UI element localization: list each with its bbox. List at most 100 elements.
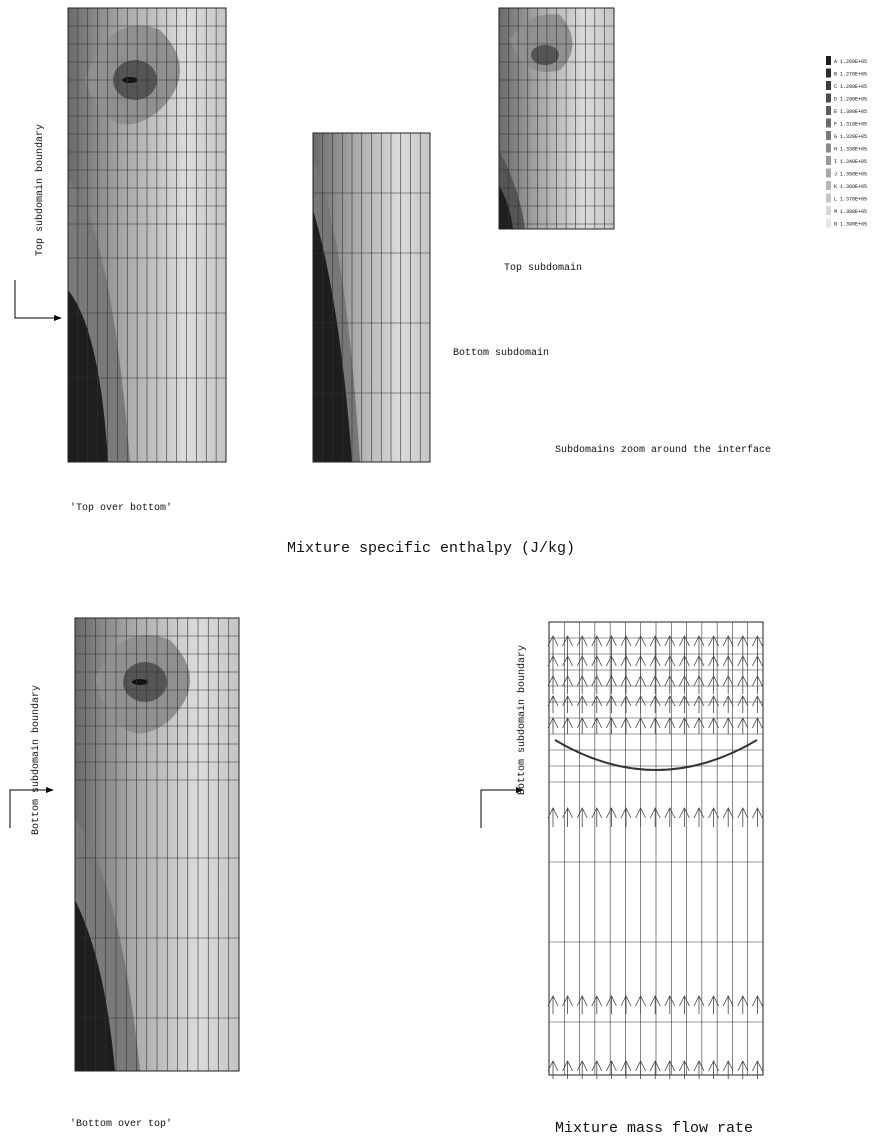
legend-label: 1.330E+05 bbox=[840, 147, 867, 153]
flow-arrow bbox=[606, 655, 617, 676]
legend-swatch bbox=[826, 181, 831, 190]
flow-arrow bbox=[591, 717, 603, 734]
legend-key: D bbox=[834, 97, 837, 103]
flow-arrow bbox=[722, 695, 734, 713]
legend-swatch bbox=[826, 93, 831, 103]
flow-arrow bbox=[635, 717, 646, 734]
flow-arrow bbox=[649, 1060, 661, 1079]
flow-arrow bbox=[547, 695, 559, 713]
flow-arrow bbox=[722, 655, 734, 676]
legend-key: G bbox=[834, 134, 837, 140]
flow-arrow bbox=[737, 995, 749, 1014]
flow-arrow bbox=[679, 717, 690, 734]
flow-arrow bbox=[547, 995, 559, 1014]
panel-label: Bottom subdomain bbox=[453, 347, 549, 359]
flow-arrow bbox=[679, 675, 690, 694]
flow-arrow bbox=[722, 1060, 734, 1079]
flow-arrow bbox=[737, 807, 749, 827]
flow-arrow bbox=[606, 995, 617, 1014]
flow-arrow bbox=[620, 675, 632, 694]
flow-arrow bbox=[649, 695, 661, 713]
flow-arrow bbox=[635, 807, 646, 827]
legend-label: 1.290E+05 bbox=[840, 97, 867, 103]
pointer-arrow bbox=[480, 789, 518, 828]
flow-arrow bbox=[722, 995, 734, 1014]
flow-arrow bbox=[722, 675, 734, 694]
flow-arrow bbox=[562, 1060, 573, 1079]
flow-arrow bbox=[606, 675, 617, 694]
flow-arrow bbox=[576, 675, 588, 694]
legend-label: 1.340E+05 bbox=[840, 159, 867, 165]
flow-arrow bbox=[606, 1060, 617, 1079]
flow-arrow bbox=[591, 1060, 603, 1079]
flow-arrow bbox=[576, 717, 588, 734]
flow-arrow bbox=[591, 675, 603, 694]
flow-arrow bbox=[635, 995, 646, 1014]
legend-label: 1.350E+05 bbox=[840, 172, 867, 178]
legend-swatch bbox=[826, 193, 831, 203]
grids bbox=[67, 7, 764, 1079]
flow-arrow bbox=[664, 717, 676, 734]
flow-arrow bbox=[752, 807, 763, 827]
legend-key: B bbox=[834, 72, 837, 78]
flow-arrow bbox=[562, 675, 573, 694]
flow-arrow bbox=[693, 695, 705, 713]
flow-arrow bbox=[679, 695, 690, 713]
legend-key: N bbox=[834, 222, 837, 228]
boundary-label: Top subdomain boundary bbox=[34, 124, 46, 256]
flow-arrow bbox=[635, 655, 646, 676]
flow-arrow bbox=[591, 655, 603, 676]
flow-arrow bbox=[620, 695, 632, 713]
legend-label: 1.300E+05 bbox=[840, 109, 867, 115]
legend-label: 1.380E+05 bbox=[840, 209, 867, 215]
flow-arrow bbox=[664, 655, 676, 676]
pointer-arrow bbox=[9, 789, 48, 828]
legend-swatch bbox=[826, 131, 831, 140]
boundary-label: Bottom subdomain boundary bbox=[516, 645, 528, 795]
legend-swatch bbox=[826, 81, 831, 90]
flow-arrow bbox=[606, 807, 617, 827]
panel-label: Top subdomain bbox=[504, 262, 582, 274]
flow-arrow bbox=[693, 1060, 705, 1079]
flow-arrow bbox=[737, 675, 749, 694]
flow-arrow bbox=[591, 807, 603, 827]
flow-arrow bbox=[693, 655, 705, 676]
flow-arrow bbox=[693, 995, 705, 1014]
flow-arrow bbox=[708, 995, 719, 1014]
flow-arrow bbox=[693, 807, 705, 827]
flow-arrow bbox=[649, 675, 661, 694]
flow-arrow bbox=[620, 717, 632, 734]
contour bbox=[531, 45, 559, 65]
flow-arrow bbox=[693, 675, 705, 694]
legend-key: M bbox=[834, 209, 837, 215]
flow-arrow bbox=[708, 807, 719, 827]
legend-key: I bbox=[834, 159, 837, 165]
flow-arrow bbox=[649, 995, 661, 1014]
legend-key: F bbox=[834, 122, 837, 128]
flow-arrow bbox=[679, 995, 690, 1014]
legend-swatch bbox=[826, 218, 831, 228]
flow-arrow bbox=[708, 695, 719, 713]
panel-label: 'Bottom over top' bbox=[70, 1118, 172, 1130]
flow-arrow bbox=[752, 1060, 763, 1079]
flow-arrow bbox=[752, 655, 763, 676]
flow-arrow bbox=[752, 717, 763, 734]
contour bbox=[499, 185, 513, 229]
flow-arrow bbox=[679, 1060, 690, 1079]
flow-arrow bbox=[576, 1060, 588, 1079]
legend-swatch bbox=[826, 168, 831, 178]
flow-arrow bbox=[693, 717, 705, 734]
flow-arrow bbox=[635, 1060, 646, 1079]
legend: A 1.260E+05 B 1.270E+05C 1.280E+05 D 1.290E+05… bbox=[826, 56, 867, 228]
arrowhead bbox=[54, 315, 62, 321]
flow-arrow bbox=[576, 807, 588, 827]
legend-label: 1.370E+05 bbox=[840, 197, 867, 203]
legend-key: H bbox=[834, 147, 837, 153]
legend-label: 1.260E+05 bbox=[840, 59, 867, 65]
legend-label: 1.390E+05 bbox=[840, 222, 867, 228]
legend-swatch bbox=[826, 56, 831, 65]
figure-title: Mixture mass flow rate bbox=[555, 1120, 753, 1137]
legend-key: L bbox=[834, 197, 837, 203]
flow-arrow bbox=[649, 717, 661, 734]
flow-arrow bbox=[562, 995, 573, 1014]
